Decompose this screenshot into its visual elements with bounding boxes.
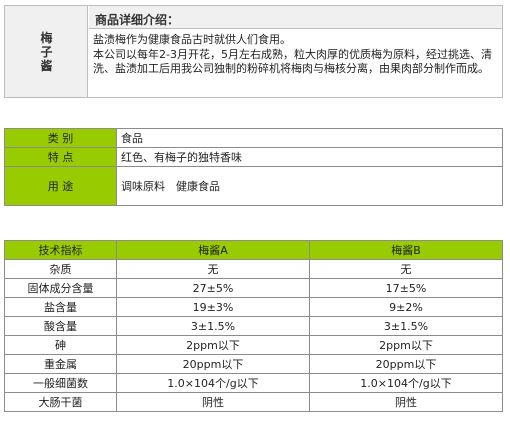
spec-item-name: 固体成分含量 <box>4 278 117 298</box>
feature-value: 红色、有梅子的独特香味 <box>116 147 503 167</box>
category-table: 类 别 食品 特 点 红色、有梅子的独特香味 用 途 调味原料 健康食品 <box>4 128 503 206</box>
spec-value-b: 3±1.5% <box>309 316 503 336</box>
table-row: 重金属 20ppm以下 20ppm以下 <box>4 354 503 374</box>
product-intro-box: 梅 子 酱 商品详细介绍： 盐渍梅作为健康食品古时就供人们食用。 本公司以每年2… <box>4 5 503 98</box>
intro-title: 商品详细介绍： <box>95 13 180 27</box>
spec-value-b: 9±2% <box>309 297 503 317</box>
spec-value-a: 无 <box>116 259 310 279</box>
spec-value-a: 2ppm以下 <box>116 335 310 355</box>
table-row: 杂质无无 <box>4 259 503 279</box>
spec-value-b: 20ppm以下 <box>309 354 503 374</box>
table-row: 酸含量 3±1.5% 3±1.5% <box>4 316 503 336</box>
feature-row: 特 点 红色、有梅子的独特香味 <box>4 147 503 167</box>
product-name-cell: 梅 子 酱 <box>5 6 88 97</box>
table-row: 砷 2ppm以下 2ppm以下 <box>4 335 503 355</box>
usage-row: 用 途 调味原料 健康食品 <box>4 166 503 206</box>
product-name: 梅 子 酱 <box>5 31 88 73</box>
intro-paragraph: 本公司以每年2-3月开花，5月左右成熟，粒大肉厚的优质梅为原料，经过挑选、清洗、… <box>93 47 492 76</box>
spec-value-b: 阴性 <box>309 392 503 412</box>
spec-value-a: 20ppm以下 <box>116 354 310 374</box>
spec-value-a: 27±5% <box>116 278 310 298</box>
category-label: 类 别 <box>4 128 117 148</box>
feature-label: 特 点 <box>4 147 117 167</box>
spec-header-row: 技术指标 梅酱A 梅酱B <box>4 240 503 260</box>
spec-item-name: 杂质 <box>4 259 117 279</box>
spec-body: 杂质无无固体成分含量 27±5% 17±5% 盐含量 19±3% 9±2% 酸含量 3±1.5… <box>4 259 503 412</box>
spec-item-name: 重金属 <box>4 354 117 374</box>
table-row: 一般细菌数 1.0×104个/g以下 1.0×104个/g以下 <box>4 373 503 393</box>
category-row: 类 别 食品 <box>4 128 503 148</box>
spec-value-a: 19±3% <box>116 297 310 317</box>
usage-label: 用 途 <box>4 166 117 206</box>
spec-item-name: 酸含量 <box>4 316 117 336</box>
spec-value-a: 1.0×104个/g以下 <box>116 373 310 393</box>
spec-value-a: 3±1.5% <box>116 316 310 336</box>
table-row: 大肠干菌 阴性 阴性 <box>4 392 503 412</box>
product-name-char: 子 <box>40 45 53 59</box>
spec-header-a: 梅酱A <box>116 240 310 260</box>
spec-value-a: 阴性 <box>116 392 310 412</box>
spec-value-b: 1.0×104个/g以下 <box>309 373 503 393</box>
table-row: 固体成分含量 27±5% 17±5% <box>4 278 503 298</box>
usage-value: 调味原料 健康食品 <box>116 166 503 206</box>
spec-table: 技术指标 梅酱A 梅酱B 杂质无无固体成分含量 27±5% 17±5% 盐含量 19±3… <box>4 240 503 412</box>
spec-value-b: 17±5% <box>309 278 503 298</box>
category-value: 食品 <box>116 128 503 148</box>
spec-item-name: 一般细菌数 <box>4 373 117 393</box>
table-row: 盐含量 19±3% 9±2% <box>4 297 503 317</box>
spec-value-b: 2ppm以下 <box>309 335 503 355</box>
product-name-char: 梅 <box>40 31 53 45</box>
intro-paragraph: 盐渍梅作为健康食品古时就供人们食用。 <box>93 33 291 46</box>
spec-item-name: 大肠干菌 <box>4 392 117 412</box>
spec-item-name: 砷 <box>4 335 117 355</box>
spec-header-b: 梅酱B <box>309 240 503 260</box>
spec-value-b: 无 <box>309 259 503 279</box>
spec-item-name: 盐含量 <box>4 297 117 317</box>
spec-header-index: 技术指标 <box>4 240 117 260</box>
product-name-char: 酱 <box>40 59 53 73</box>
intro-description: 盐渍梅作为健康食品古时就供人们食用。 本公司以每年2-3月开花，5月左右成熟，粒… <box>93 33 499 77</box>
intro-title-row: 商品详细介绍： <box>89 6 502 29</box>
